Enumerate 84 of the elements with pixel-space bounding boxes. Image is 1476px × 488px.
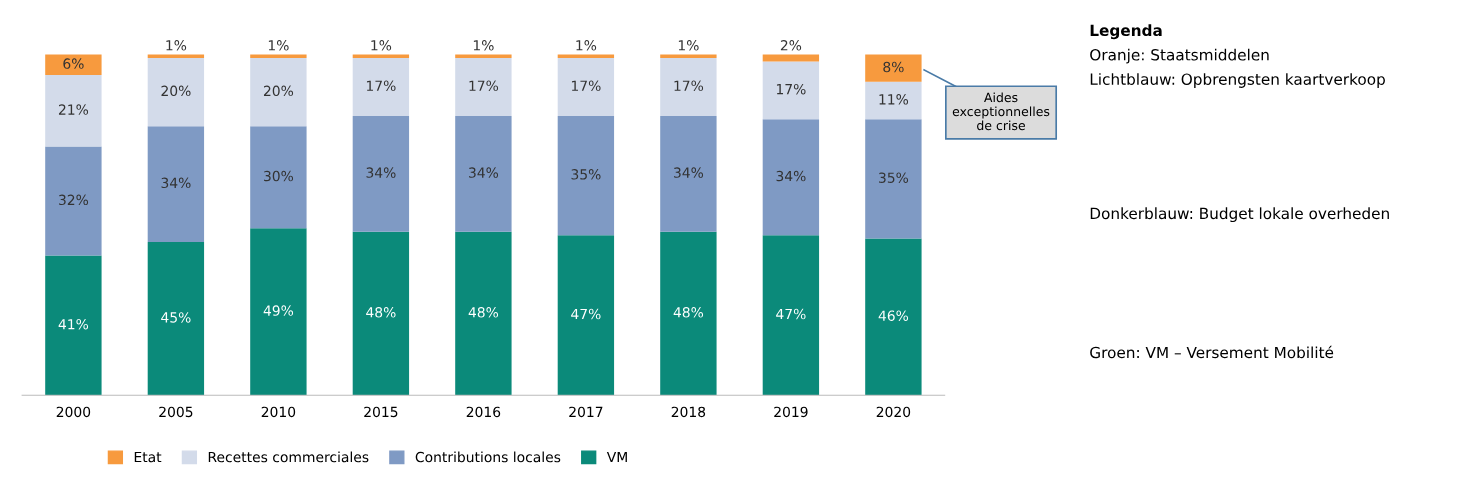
data-label: 2% xyxy=(780,40,802,51)
data-label: 17% xyxy=(776,83,806,95)
x-tick-label: 2000 xyxy=(56,406,91,418)
data-label: 17% xyxy=(674,80,704,91)
bar xyxy=(762,119,820,236)
bar xyxy=(865,54,922,82)
bar xyxy=(250,228,307,396)
data-label: 1% xyxy=(268,40,289,51)
bar xyxy=(557,115,615,236)
text: Aides exceptionnelles de crise xyxy=(952,92,1050,131)
bar xyxy=(45,255,102,396)
data-label: 1% xyxy=(678,40,699,51)
data-label: 47% xyxy=(571,308,601,320)
text: Legenda xyxy=(1090,24,1162,40)
x-tick-label: 2017 xyxy=(569,406,603,418)
data-label: 11% xyxy=(879,94,909,105)
data-label: 34% xyxy=(776,170,806,182)
bar xyxy=(865,119,922,239)
data-label: 8% xyxy=(883,61,904,73)
bar xyxy=(660,231,717,396)
bar xyxy=(147,241,205,396)
bar xyxy=(455,231,512,396)
data-label: 6% xyxy=(63,58,84,69)
bar xyxy=(455,115,512,232)
bar xyxy=(455,58,512,116)
bar xyxy=(660,115,717,232)
bar xyxy=(865,238,922,396)
bar xyxy=(762,235,820,396)
bar xyxy=(147,58,205,127)
text: Donkerblauw: Budget lokale overheden xyxy=(1090,207,1389,223)
data-label: 45% xyxy=(161,312,191,323)
bar xyxy=(45,146,102,256)
bar xyxy=(45,75,102,147)
data-label: 34% xyxy=(469,167,499,178)
bar xyxy=(45,54,102,76)
x-tick-label: 2015 xyxy=(364,406,398,418)
bar xyxy=(352,58,410,116)
data-label: 17% xyxy=(571,80,601,91)
data-label: 49% xyxy=(263,305,294,316)
bar xyxy=(147,126,205,242)
data-label: 1% xyxy=(166,40,187,51)
data-label: 1% xyxy=(576,40,597,51)
data-label: 30% xyxy=(264,170,294,182)
data-label: 1% xyxy=(473,40,494,51)
data-label: 34% xyxy=(366,167,396,178)
legend-label: Contributions locales xyxy=(415,451,561,463)
data-label: 21% xyxy=(58,104,89,115)
data-label: 35% xyxy=(571,169,601,180)
x-tick-label: 2016 xyxy=(466,406,501,418)
legend-label: Recettes commerciales xyxy=(208,451,369,463)
data-label: 48% xyxy=(673,307,704,318)
data-label: 47% xyxy=(776,308,806,320)
bar xyxy=(352,231,410,396)
data-label: 32% xyxy=(59,194,89,206)
bar xyxy=(557,235,615,396)
text: Oranje: Staatsmiddelen xyxy=(1090,48,1269,64)
data-label: 41% xyxy=(58,318,89,330)
data-label: 48% xyxy=(468,307,499,318)
bar xyxy=(250,58,307,127)
bar xyxy=(865,81,922,120)
data-label: 34% xyxy=(674,167,704,178)
data-label: 34% xyxy=(161,177,191,189)
data-label: 48% xyxy=(366,307,396,318)
bar xyxy=(250,126,307,229)
text: Groen: VM – Versement Mobilité xyxy=(1090,345,1334,359)
x-tick-label: 2018 xyxy=(671,406,706,418)
x-tick-label: 2010 xyxy=(261,406,296,418)
x-tick-label: 2020 xyxy=(876,406,911,418)
data-label: 17% xyxy=(469,80,499,91)
data-label: 35% xyxy=(879,172,909,183)
legend-label: Etat xyxy=(134,451,162,463)
bar xyxy=(762,61,820,120)
data-label: 20% xyxy=(263,85,294,97)
legend-label: VM xyxy=(606,451,627,463)
x-tick-label: 2019 xyxy=(774,406,808,418)
data-label: 20% xyxy=(161,85,191,97)
x-tick-label: 2005 xyxy=(159,406,193,418)
data-label: 1% xyxy=(371,40,392,51)
text: Lichtblauw: Opbrengsten kaartverkoop xyxy=(1090,73,1385,88)
data-label: 17% xyxy=(366,80,396,91)
bar xyxy=(557,58,615,116)
bar xyxy=(352,115,410,232)
data-label: 46% xyxy=(878,310,909,321)
bar xyxy=(660,58,717,116)
